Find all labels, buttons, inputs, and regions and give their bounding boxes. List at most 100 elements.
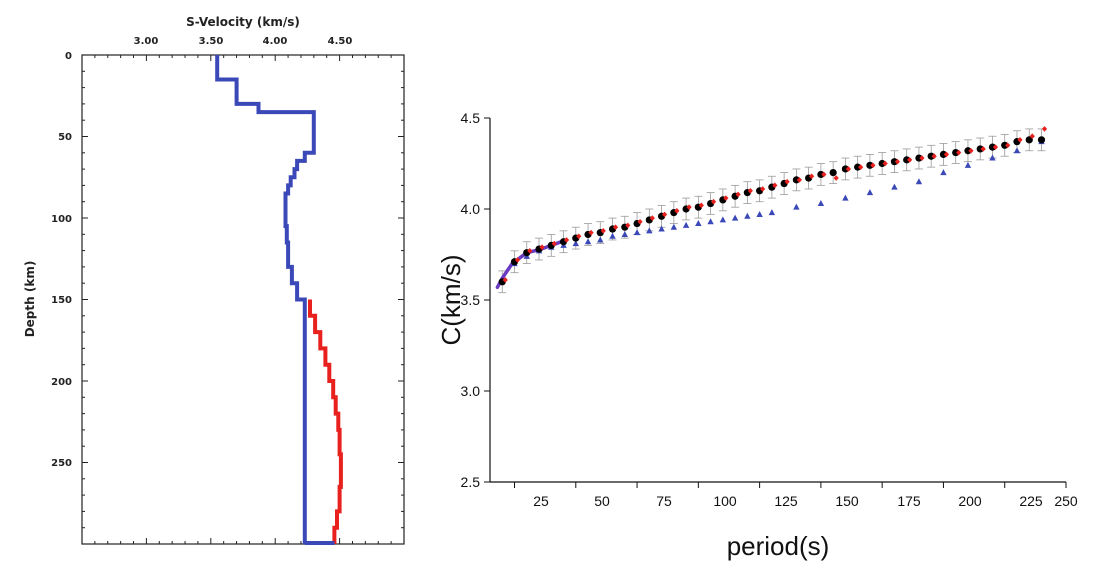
right-x-tick-label: 25: [533, 493, 549, 509]
red-diamond-point: [514, 257, 521, 263]
black-dot-point: [890, 158, 899, 166]
right-x-tick-label: 175: [897, 493, 921, 509]
blue-triangle-point: [866, 189, 874, 196]
left-x-tick-label: 4.00: [263, 36, 288, 47]
red-diamond-point: [907, 157, 913, 163]
red-diamond-point: [588, 229, 594, 236]
black-dot-point: [1001, 141, 1009, 149]
blue-triangle-point: [646, 227, 653, 234]
velocity-profile-red: [308, 299, 343, 544]
red-diamond-point: [661, 211, 668, 218]
black-dot-point: [792, 176, 800, 184]
black-dot-point: [915, 154, 923, 162]
black-dot-point: [829, 169, 837, 177]
red-diamond-point: [882, 160, 888, 167]
right-ticks: [484, 117, 1067, 488]
red-diamond-point: [747, 188, 753, 194]
red-diamond-point: [686, 204, 692, 210]
red-diamond-point: [735, 191, 741, 198]
left-y-tick-label: 0: [65, 51, 72, 62]
red-diamond-point: [1041, 126, 1048, 132]
right-tick-labels: 25 50 75 100 125 150 175 200 225 250 2.5…: [461, 110, 1078, 509]
red-diamond-point: [992, 144, 999, 150]
blue-triangle-point: [609, 232, 616, 239]
blue-triangle-point: [597, 236, 604, 243]
right-y-tick-label: 4.5: [461, 110, 481, 126]
velocity-depth-chart: 3.00 3.50 4.00 4.50 0 50 100 150 200 250…: [23, 15, 405, 545]
left-y-tick-label: 150: [51, 295, 72, 306]
right-y-tick-label: 3.0: [461, 383, 481, 399]
black-dot-point: [976, 145, 984, 153]
red-diamond-point: [870, 162, 876, 169]
right-x-tick-label: 125: [774, 493, 798, 509]
red-diamond-point: [845, 166, 852, 172]
right-x-tick-label: 150: [835, 493, 859, 509]
left-x-tick-label: 4.50: [328, 36, 353, 47]
left-y-tick-label: 200: [51, 377, 72, 388]
red-diamond-point: [576, 233, 582, 240]
left-x-tick-label: 3.50: [199, 36, 224, 47]
right-y-tick-label: 3.5: [461, 292, 481, 308]
red-diamond-point: [527, 248, 533, 254]
red-diamond-point: [600, 228, 606, 234]
red-diamond-point: [625, 222, 631, 229]
red-diamond-point: [809, 173, 815, 180]
red-diamond-point: [637, 218, 643, 225]
red-diamond-point: [674, 208, 680, 214]
red-diamond-point: [502, 277, 508, 283]
red-diamond-point: [723, 195, 729, 201]
red-diamond-point: [563, 237, 570, 243]
right-y-tick-label: 2.5: [461, 474, 481, 490]
red-diamond-point: [1017, 137, 1023, 143]
red-diamond-point: [772, 182, 778, 189]
black-dot-point: [878, 159, 886, 168]
blue-triangle-point: [756, 210, 763, 217]
blue-triangle-point: [744, 212, 751, 219]
red-diamond-point: [710, 198, 717, 205]
blue-triangle-point: [940, 169, 947, 176]
blue-triangle-point: [891, 183, 898, 190]
red-diamond-point: [649, 215, 655, 221]
black-dot-point: [854, 163, 862, 171]
blue-triangle-point: [584, 238, 592, 245]
velocity-profile-blue: [215, 55, 316, 544]
black-dot-point: [952, 148, 960, 157]
left-plot-frame: [81, 54, 405, 545]
black-dot-point: [988, 143, 997, 151]
black-dot-point: [939, 150, 948, 158]
red-diamond-point: [919, 155, 925, 161]
left-y-tick-label: 100: [51, 214, 72, 225]
red-diamond-point: [784, 178, 790, 185]
red-diamond-point: [968, 147, 974, 154]
red-diamond-point: [796, 177, 802, 183]
right-y-tick-label: 4.0: [461, 201, 481, 217]
right-x-tick-label: 100: [713, 493, 737, 509]
black-dot-point: [1037, 136, 1046, 144]
right-x-tick-label: 75: [656, 493, 672, 509]
right-series: [495, 126, 1048, 294]
blue-triangle-point: [621, 230, 629, 237]
blue-triangle-point: [658, 225, 665, 232]
left-x-tick-label: 3.00: [134, 36, 159, 47]
left-y-tick-label: 50: [58, 132, 72, 143]
red-diamond-point: [980, 146, 986, 152]
right-x-tick-label: 225: [1019, 493, 1043, 509]
right-x-tick-label: 250: [1054, 493, 1078, 509]
red-diamond-point: [894, 158, 901, 165]
blue-triangle-point: [817, 200, 825, 207]
right-x-tick-label: 200: [958, 493, 982, 509]
blue-triangle-point: [695, 220, 702, 227]
blue-triangle-point: [670, 223, 678, 230]
black-dot-point: [903, 156, 911, 164]
red-diamond-point: [551, 240, 557, 247]
red-diamond-point: [833, 175, 839, 181]
red-diamond-point: [931, 153, 937, 160]
red-diamond-point: [821, 171, 827, 178]
right-y-axis-title: C(km/s): [436, 255, 466, 346]
purple-curve: [495, 240, 563, 290]
red-diamond-point: [943, 151, 950, 158]
blue-triangle-point: [793, 203, 800, 210]
red-diamond-point: [858, 164, 864, 170]
left-y-axis-title: Depth (km): [23, 261, 37, 338]
right-x-tick-label: 50: [594, 493, 610, 509]
